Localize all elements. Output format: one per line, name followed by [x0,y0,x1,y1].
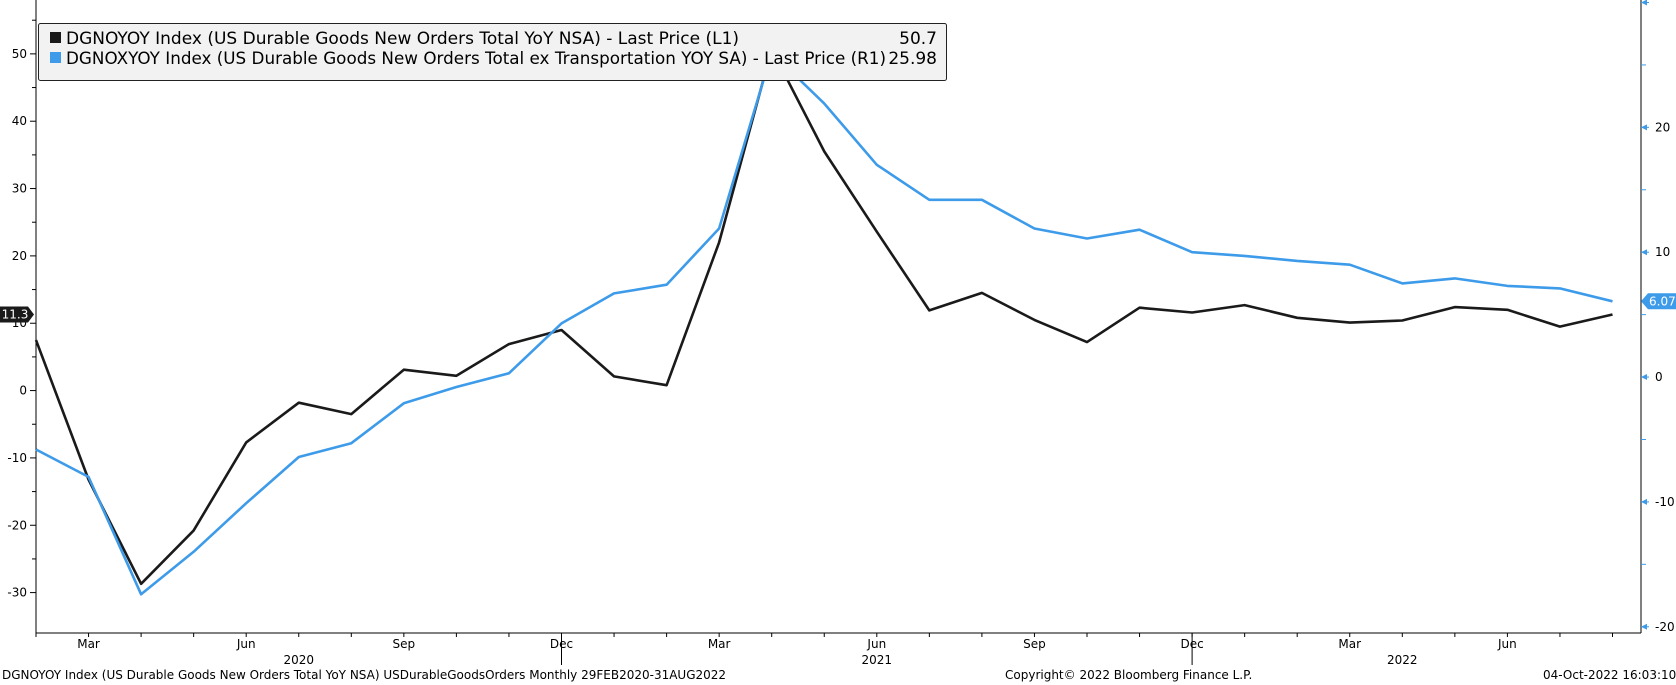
legend-box [38,23,947,81]
series-line-dgnoxyoy [35,51,1613,596]
right-y-axis: 20 10 0 -10 -20 [1641,0,1675,634]
legend-series-name: DGNOXYOY Index (US Durable Goods New Ord… [66,49,886,69]
right-tick-label: 0 [1655,370,1663,384]
legend-last-value: 25.98 [888,49,937,69]
right-tick-arrow [1641,124,1647,131]
legend-series-name: DGNOYOY Index (US Durable Goods New Orde… [66,29,739,49]
x-tick-label: Jun [1497,637,1517,651]
right-tick-arrow [1641,249,1647,256]
right-tick-arrow [1641,498,1647,505]
right-last-price-value: 6.07 [1649,294,1676,308]
x-tick-label: Mar [708,637,731,651]
left-tick-label: 50 [12,47,27,61]
footer-source: DGNOYOY Index (US Durable Goods New Orde… [2,668,727,682]
x-tick-label: Mar [77,637,100,651]
left-tick-label: 30 [12,182,27,196]
footer-timestamp: 04-Oct-2022 16:03:10 [1543,668,1676,682]
plot-frame [35,0,1642,634]
x-tick-label: Jun [236,637,256,651]
right-tick-label: -20 [1655,620,1675,634]
right-tick-label: 10 [1655,245,1670,259]
last-price-tags: 11.3 6.07 [0,293,1676,323]
right-tick-arrow [1641,623,1647,630]
left-tick-label: -10 [7,451,27,465]
x-tick-label: Sep [1023,637,1046,651]
left-tick-label: -20 [7,518,27,532]
right-tick-label: 20 [1655,120,1670,134]
right-tick-arrow [1641,0,1647,6]
x-year-label: 2020 [283,653,314,667]
right-last-price-tag [1641,293,1676,310]
series-line-dgnoyoy [34,47,1613,586]
legend-swatch [50,52,61,63]
legend: DGNOYOY Index (US Durable Goods New Orde… [38,23,947,81]
left-tick-label: 20 [12,249,27,263]
x-year-label: 2022 [1387,653,1418,667]
left-tick-label: 0 [19,384,27,398]
left-last-price-tag [0,306,34,323]
footer-copyright: Copyright© 2022 Bloomberg Finance L.P. [1005,668,1253,682]
left-last-price-value: 11.3 [2,307,29,321]
x-year-label: 2021 [862,653,893,667]
x-tick-label: Sep [393,637,416,651]
left-tick-label: 40 [12,114,27,128]
x-tick-label: Jun [866,637,886,651]
x-tick-label: Mar [1338,637,1361,651]
right-tick-arrow [1641,374,1647,381]
legend-swatch [50,32,61,43]
left-tick-label: -30 [7,586,27,600]
series-layer [34,47,1613,596]
legend-last-value: 50.7 [899,29,937,49]
right-tick-label: -10 [1655,495,1675,509]
